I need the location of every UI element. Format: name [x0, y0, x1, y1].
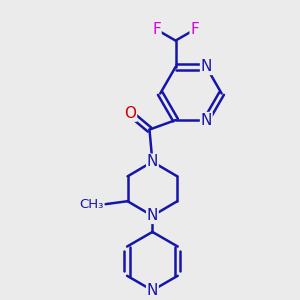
Text: N: N: [147, 208, 158, 223]
Text: F: F: [190, 22, 199, 37]
Text: N: N: [201, 112, 212, 128]
Text: F: F: [152, 22, 161, 37]
Text: N: N: [147, 154, 158, 169]
Text: N: N: [201, 59, 212, 74]
Text: N: N: [147, 283, 158, 298]
Text: CH₃: CH₃: [79, 198, 103, 211]
Text: O: O: [124, 106, 136, 121]
